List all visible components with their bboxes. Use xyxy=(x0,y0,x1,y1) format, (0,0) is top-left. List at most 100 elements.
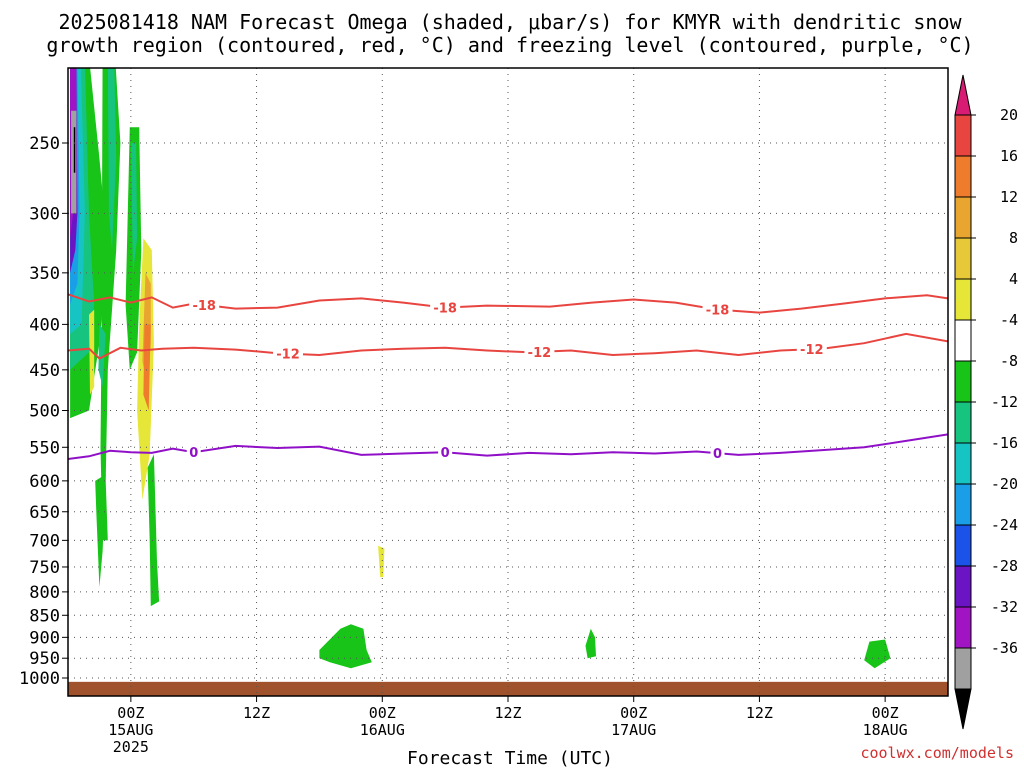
omega-shade-region-18 xyxy=(147,454,160,607)
colorbar-swatch xyxy=(954,565,972,608)
colorbar-swatch xyxy=(954,278,972,321)
colorbar-swatch xyxy=(954,442,972,485)
y-tick-label: 300 xyxy=(29,204,60,224)
y-tick-label: 600 xyxy=(29,472,60,492)
contour-label--18: -18 xyxy=(192,299,216,314)
y-tick-label: 900 xyxy=(29,628,60,648)
y-tick-label: 250 xyxy=(29,134,60,154)
colorbar-tick-label: -32 xyxy=(991,598,1018,616)
credit-text: coolwx.com/models xyxy=(860,744,1014,762)
x-tick-label: 15AUG xyxy=(108,721,153,739)
contour-label-bg xyxy=(702,301,733,318)
contour-lines: -18 -18 -18 -12 -12 -12 0 0 0 xyxy=(68,293,948,462)
colorbar-swatch xyxy=(954,360,972,403)
colorbar-swatch xyxy=(954,155,972,198)
omega-shade-region-13 xyxy=(130,143,138,273)
y-axis: 2503003504004505005506006507007508008509… xyxy=(19,134,68,689)
x-tick-label: 12Z xyxy=(243,704,270,722)
contour-label--12: -12 xyxy=(528,346,552,361)
colorbar-swatch xyxy=(954,114,972,157)
x-tick-label: 00Z xyxy=(369,704,396,722)
y-tick-label: 750 xyxy=(29,558,60,578)
contour-label-bg xyxy=(710,445,725,462)
contour-label-bg xyxy=(796,341,827,358)
contour-label--12: -12 xyxy=(276,348,300,363)
contour-label-bg xyxy=(189,296,220,313)
contour-label-bg xyxy=(438,444,453,461)
omega-shade-region-21 xyxy=(585,628,596,659)
omega-shade-region-22 xyxy=(864,639,891,669)
colorbar-swatch xyxy=(954,319,972,362)
colorbar-tick-label: -12 xyxy=(991,393,1018,411)
omega-shade-region-20 xyxy=(319,624,372,669)
contour-label--12: -12 xyxy=(800,343,824,358)
colorbar-tick-label: -8 xyxy=(1000,352,1018,370)
colorbar-tick-label: -24 xyxy=(991,516,1018,534)
omega-shade-region-17 xyxy=(143,324,151,411)
x-tick-label: 00Z xyxy=(872,704,899,722)
contour-label-bg xyxy=(430,299,461,316)
grid xyxy=(68,68,948,696)
omega-shade-region-8 xyxy=(100,68,121,541)
y-tick-label: 550 xyxy=(29,438,60,458)
colorbar-tick-label: 16 xyxy=(1000,147,1018,165)
y-tick-label: 800 xyxy=(29,583,60,603)
colorbar-swatch xyxy=(954,483,972,526)
colorbar-swatch xyxy=(954,606,972,649)
contour-label-0: 0 xyxy=(713,447,722,462)
colorbar-tick-label: 4 xyxy=(1009,270,1018,288)
colorbar-swatch xyxy=(954,647,972,690)
x-tick-label: 00Z xyxy=(620,704,647,722)
terrain-band xyxy=(68,681,948,696)
colorbar-legend: 20 16 12 8 4 -4 -8 -12 -16 -20 -24 -28 -32 -36 xyxy=(954,74,1018,730)
colorbar-tick-label: 8 xyxy=(1009,229,1018,247)
y-tick-label: 950 xyxy=(29,649,60,669)
colorbar-swatch xyxy=(954,401,972,444)
omega-shade-region-9 xyxy=(107,68,117,251)
colorbar-tick-label: -4 xyxy=(1000,311,1018,329)
colorbar-tick-label: 12 xyxy=(1000,188,1018,206)
omega-shade-region-19 xyxy=(378,545,385,578)
colorbar-tick-label: -16 xyxy=(991,434,1018,452)
contour-line--12 xyxy=(68,332,948,360)
omega-shade-region-7 xyxy=(73,127,76,173)
y-tick-label: 350 xyxy=(29,264,60,284)
y-tick-label: 1000 xyxy=(19,669,60,689)
title-line-2: growth region (contoured, red, °C) and f… xyxy=(46,33,973,57)
colorbar-swatch xyxy=(954,524,972,567)
x-tick-label: 2025 xyxy=(113,738,149,756)
colorbar-tick-label: 20 xyxy=(1000,106,1018,124)
y-tick-label: 500 xyxy=(29,402,60,422)
x-tick-label: 12Z xyxy=(746,704,773,722)
colorbar-bottom-arrow xyxy=(954,688,972,730)
y-tick-label: 700 xyxy=(29,531,60,551)
plot-area xyxy=(68,68,948,696)
plot-frame xyxy=(67,67,949,697)
contour-label--18: -18 xyxy=(706,304,730,319)
colorbar-top-arrow xyxy=(954,74,972,116)
x-axis-label: Forecast Time (UTC) xyxy=(407,748,613,768)
colorbar-tick-label: -28 xyxy=(991,557,1018,575)
y-tick-label: 850 xyxy=(29,606,60,626)
x-tick-label: 00Z xyxy=(117,704,144,722)
omega-shade-region-6 xyxy=(71,110,77,214)
x-tick-label: 16AUG xyxy=(360,721,405,739)
y-tick-label: 400 xyxy=(29,315,60,335)
omega-shade-region-11 xyxy=(95,474,106,587)
x-tick-label: 12Z xyxy=(494,704,521,722)
contour-label-bg xyxy=(273,345,303,362)
x-tick-label: 17AUG xyxy=(611,721,656,739)
x-tick-label: 18AUG xyxy=(863,721,908,739)
colorbar-swatch xyxy=(954,196,972,239)
colorbar-tick-label: -36 xyxy=(991,639,1018,657)
contour-label-bg xyxy=(524,343,555,360)
colorbar-tick-label: -20 xyxy=(991,475,1018,493)
title-line-1: 2025081418 NAM Forecast Omega (shaded, μ… xyxy=(58,10,962,34)
contour-label-0: 0 xyxy=(189,446,198,461)
omega-shade-region-10 xyxy=(98,324,106,387)
y-tick-label: 450 xyxy=(29,361,60,381)
y-tick-label: 650 xyxy=(29,503,60,523)
contour-label-bg xyxy=(186,444,201,461)
